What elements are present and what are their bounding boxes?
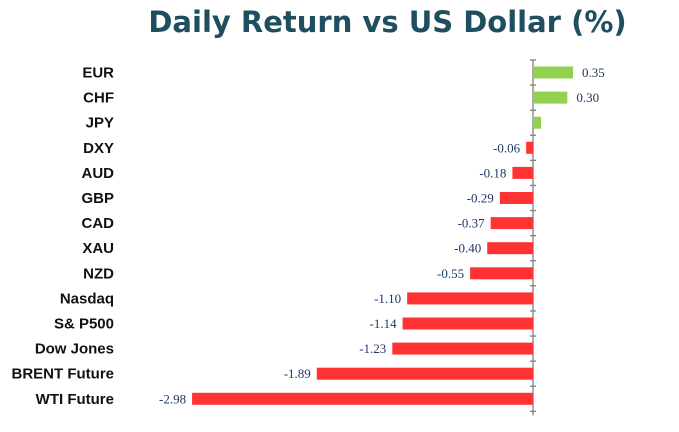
bar [533,91,568,104]
bar [487,242,533,255]
category-label: JPY [86,115,114,132]
category-label: EUR [82,65,114,82]
bar [392,342,533,355]
category-label: CHF [83,90,114,107]
data-label: -1.14 [369,316,397,331]
bar [490,217,533,230]
data-label: -0.29 [467,191,494,206]
category-label: WTI Future [36,391,114,408]
data-label: -1.10 [374,291,401,306]
bar [533,116,542,129]
data-label: -1.23 [359,341,386,356]
bar [499,192,533,204]
bar [316,367,533,380]
data-label: 0.30 [576,90,599,105]
category-label: NZD [83,265,114,282]
chart-title: Daily Return vs US Dollar (%) [148,5,627,39]
data-label: -0.18 [479,165,506,180]
bar [526,141,533,154]
category-label: DXY [83,140,114,157]
category-label: CAD [82,215,115,232]
data-label: 0.35 [582,65,605,80]
data-label: -2.98 [159,391,186,406]
category-label: XAU [82,240,114,257]
data-label: -0.06 [493,140,521,155]
data-label: -0.40 [454,241,481,256]
bar [470,267,533,280]
data-label: -0.37 [458,216,486,231]
bar [533,66,574,79]
category-label: BRENT Future [12,366,115,383]
bar [402,317,533,330]
bar [407,292,533,305]
bar [512,166,533,179]
category-label: AUD [82,165,115,182]
category-label: Dow Jones [35,341,114,358]
category-label: GBP [81,190,114,207]
category-label: S& P500 [54,316,114,333]
data-label: -1.89 [284,366,311,381]
category-label: Nasdaq [60,290,114,307]
data-label: -0.55 [437,266,464,281]
bar [192,392,533,405]
